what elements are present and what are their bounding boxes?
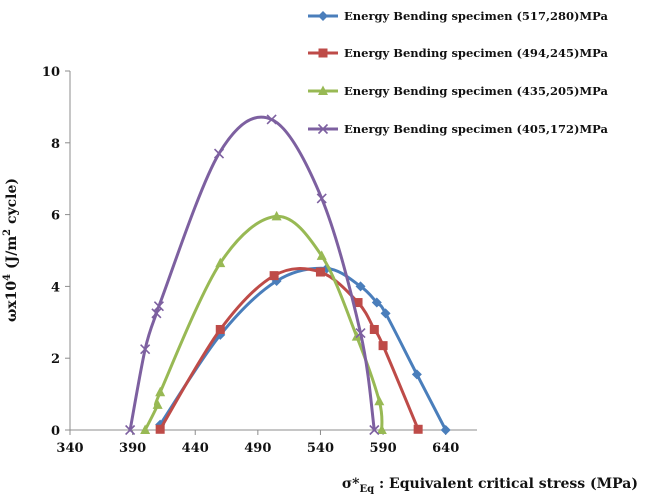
series-1-point (440, 425, 451, 435)
series-3-point (271, 210, 282, 221)
legend-label: Energy Bending specimen (405,172)MPa (344, 122, 608, 136)
legend-label: Energy Bending specimen (494,245)MPa (344, 46, 608, 60)
series-4-line (128, 115, 376, 432)
legend-entry: Energy Bending specimen (405,172)MPa (308, 122, 608, 136)
series-1-point (411, 369, 422, 380)
series-4-point (266, 114, 277, 125)
series-4-point (355, 328, 366, 339)
x-axis-title-symbol: σ* (342, 476, 360, 492)
y-axis-title-exp1: 4 (2, 274, 13, 281)
axes: 0 2 4 6 8 10 340 390 440 490 540 590 640 (42, 65, 477, 456)
y-axis-title: ωx104 (J/m2 cycle) (2, 178, 20, 322)
y-tick-label: 8 (51, 137, 60, 152)
y-tick-label: 4 (51, 280, 60, 295)
x-tick-label: 590 (370, 441, 397, 456)
legend-entry: Energy Bending specimen (517,280)MPa (308, 9, 608, 23)
series-3-point (140, 424, 151, 434)
series-4-point (140, 344, 151, 355)
y-tick-label: 0 (51, 424, 60, 439)
series-2-point (269, 271, 279, 281)
series-2 (155, 267, 423, 434)
y-axis-title-part-c: cycle) (4, 178, 20, 229)
series-2-point (369, 324, 379, 334)
series-2-point (413, 424, 423, 434)
legend-label: Energy Bending specimen (517,280)MPa (344, 9, 608, 23)
legend-label: Energy Bending specimen (435,205)MPa (344, 84, 608, 98)
series-4-point (316, 193, 327, 204)
x-tick-label: 640 (432, 441, 459, 456)
y-axis-title-part-a: ωx10 (4, 281, 20, 322)
x-tick-label: 490 (244, 441, 271, 456)
y-tick-label: 10 (42, 65, 60, 80)
y-axis-title-part-b: (J/m (4, 236, 20, 274)
legend-swatch-marker (318, 48, 328, 58)
series-4-point (153, 301, 164, 312)
series-layer (125, 114, 451, 436)
x-axis-title-subscript: Eq (360, 484, 375, 495)
legend-entry: Energy Bending specimen (494,245)MPa (308, 46, 608, 60)
series-4 (125, 114, 380, 436)
legend-entry: Energy Bending specimen (435,205)MPa (308, 84, 608, 98)
legend-swatch-marker (318, 85, 328, 95)
x-tick-label: 390 (119, 441, 146, 456)
legend-swatch-marker (317, 123, 329, 135)
series-1 (155, 263, 451, 435)
series-1-point (380, 308, 391, 319)
series-4-point (151, 308, 162, 319)
series-3-point (374, 395, 385, 406)
x-tick-label: 440 (182, 441, 209, 456)
series-4-point (125, 424, 136, 436)
x-axis-title-rest: : Equivalent critical stress (MPa) (374, 476, 638, 492)
series-3-point (316, 250, 327, 260)
series-2-point (378, 341, 388, 351)
x-axis-title: σ*Eq : Equivalent critical stress (MPa) (342, 476, 638, 495)
y-axis-title-exp2: 2 (2, 229, 13, 236)
legend-swatch-marker (318, 11, 328, 21)
y-tick-label: 6 (51, 209, 60, 224)
series-2-point (353, 298, 363, 308)
series-3-point (155, 386, 166, 397)
x-tick-label: 340 (56, 441, 83, 456)
series-2-point (215, 324, 225, 334)
series-2-point (315, 267, 325, 277)
series-1-point (355, 281, 366, 292)
series-3-point (376, 424, 387, 434)
series-4-point (213, 148, 225, 159)
x-tick-label: 540 (307, 441, 334, 456)
series-1-point (371, 297, 382, 308)
series-3-point (215, 257, 226, 268)
y-tick-label: 2 (51, 352, 60, 367)
series-3-point (152, 399, 163, 409)
legend: Energy Bending specimen (517,280)MPa Ener… (308, 9, 608, 136)
svg-text:ωx104 (J/m2 cycle): ωx104 (J/m2 cycle) (2, 178, 20, 322)
series-2-point (155, 424, 165, 434)
series-4-point (369, 424, 380, 436)
